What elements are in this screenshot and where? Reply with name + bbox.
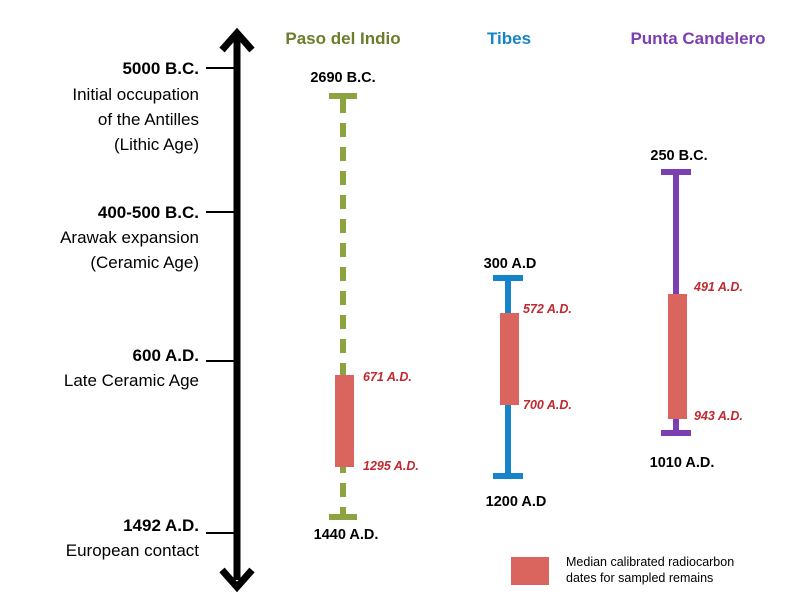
median-start-label: 572 A.D. <box>523 302 572 316</box>
legend: Median calibrated radiocarbon dates for … <box>511 555 734 585</box>
event-description-line: European contact <box>66 541 200 560</box>
site-name: Paso del Indio <box>285 29 400 48</box>
site-name: Tibes <box>487 29 531 48</box>
median-start-label: 491 A.D. <box>693 280 743 294</box>
site-paso-del-indio: Paso del Indio 2690 B.C. 671 A.D. 1295 A… <box>285 29 418 543</box>
median-end-label: 1295 A.D. <box>363 459 419 473</box>
range-start-label: 250 B.C. <box>650 148 707 164</box>
timeline-arrow <box>219 27 255 593</box>
event-description-line: of the Antilles <box>98 110 199 129</box>
range-end-label: 1200 A.D <box>486 494 547 510</box>
legend-swatch <box>511 557 549 585</box>
range-start-label: 300 A.D <box>484 256 537 272</box>
event-date: 5000 B.C. <box>122 59 199 78</box>
event-description-line: Late Ceramic Age <box>64 371 199 390</box>
median-end-label: 700 A.D. <box>523 398 572 412</box>
site-name: Punta Candelero <box>630 29 765 48</box>
median-end-label: 943 A.D. <box>694 409 743 423</box>
range-end-label: 1010 A.D. <box>650 455 715 471</box>
timeline-event-late-ceramic: 600 A.D. Late Ceramic Age <box>64 346 237 390</box>
timeline-event-european-contact: 1492 A.D. European contact <box>66 516 237 560</box>
event-date: 400-500 B.C. <box>98 203 199 222</box>
event-description-line: (Ceramic Age) <box>90 253 199 272</box>
median-range-bar <box>500 313 519 405</box>
legend-label-line: Median calibrated radiocarbon <box>566 555 734 569</box>
event-date: 1492 A.D. <box>123 516 199 535</box>
timeline-event-lithic: 5000 B.C. Initial occupation of the Anti… <box>72 59 237 154</box>
median-start-label: 671 A.D. <box>363 370 412 384</box>
timeline-event-arawak: 400-500 B.C. Arawak expansion (Ceramic A… <box>60 203 237 272</box>
range-start-label: 2690 B.C. <box>310 70 375 86</box>
median-range-bar <box>335 375 354 467</box>
median-range-bar <box>668 294 687 419</box>
range-end-label: 1440 A.D. <box>314 527 379 543</box>
legend-label-line: dates for sampled remains <box>566 571 713 585</box>
event-description-line: Arawak expansion <box>60 228 199 247</box>
site-punta-candelero: Punta Candelero 250 B.C. 491 A.D. 943 A.… <box>630 29 765 471</box>
site-tibes: Tibes 300 A.D 572 A.D. 700 A.D. 1200 A.D <box>484 29 572 510</box>
event-date: 600 A.D. <box>133 346 199 365</box>
event-description-line: (Lithic Age) <box>114 135 199 154</box>
event-description-line: Initial occupation <box>72 85 199 104</box>
